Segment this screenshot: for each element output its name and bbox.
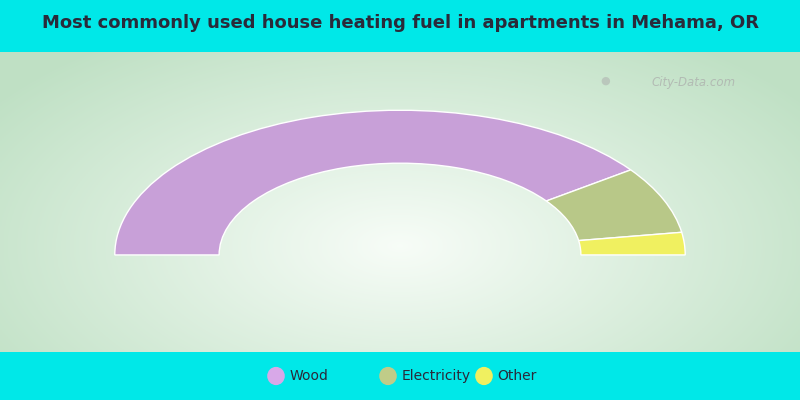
Wedge shape	[114, 110, 630, 255]
Text: Most commonly used house heating fuel in apartments in Mehama, OR: Most commonly used house heating fuel in…	[42, 14, 758, 32]
Wedge shape	[546, 170, 682, 240]
Ellipse shape	[267, 367, 285, 385]
Text: Electricity: Electricity	[402, 369, 470, 383]
Text: City-Data.com: City-Data.com	[652, 76, 736, 89]
Wedge shape	[578, 232, 686, 255]
Text: ●: ●	[600, 76, 610, 86]
Ellipse shape	[475, 367, 493, 385]
Ellipse shape	[379, 367, 397, 385]
Text: Wood: Wood	[290, 369, 329, 383]
Text: Other: Other	[498, 369, 537, 383]
